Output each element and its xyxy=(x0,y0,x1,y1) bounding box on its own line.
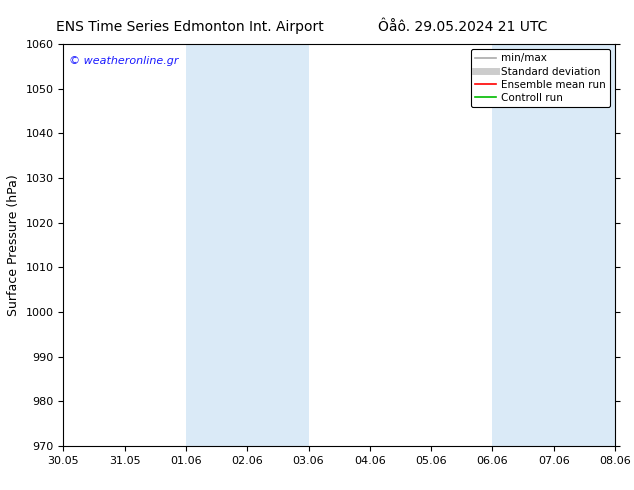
Text: © weatheronline.gr: © weatheronline.gr xyxy=(69,56,178,66)
Legend: min/max, Standard deviation, Ensemble mean run, Controll run: min/max, Standard deviation, Ensemble me… xyxy=(470,49,610,107)
Bar xyxy=(247,44,309,446)
Bar xyxy=(493,44,553,446)
Text: ENS Time Series Edmonton Int. Airport: ENS Time Series Edmonton Int. Airport xyxy=(56,20,324,34)
Y-axis label: Surface Pressure (hPa): Surface Pressure (hPa) xyxy=(7,174,20,316)
Text: Ôåô. 29.05.2024 21 UTC: Ôåô. 29.05.2024 21 UTC xyxy=(378,20,548,34)
Bar xyxy=(186,44,247,446)
Bar xyxy=(553,44,615,446)
